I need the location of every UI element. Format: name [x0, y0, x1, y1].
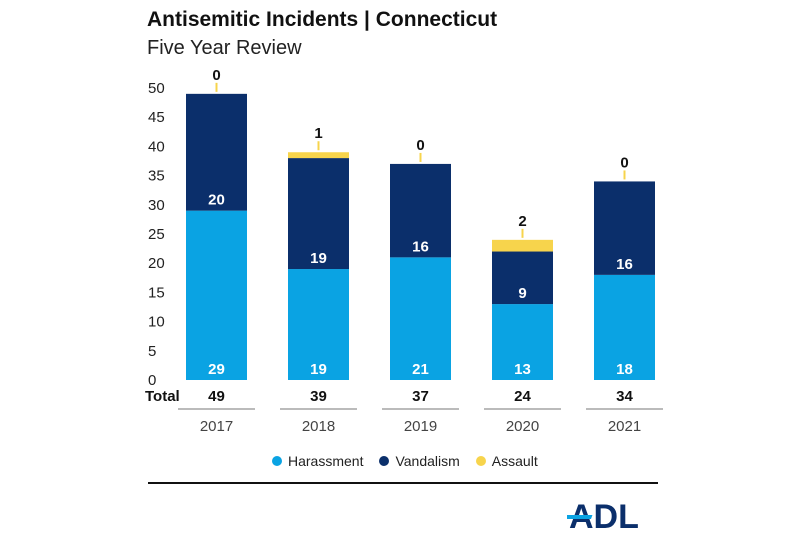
bar-harassment	[492, 304, 553, 380]
bar-harassment	[186, 210, 247, 380]
data-label-harassment: 18	[616, 361, 633, 378]
y-tick-label: 25	[148, 226, 165, 243]
legend-label-assault: Assault	[491, 453, 538, 469]
data-label-harassment: 29	[208, 361, 225, 378]
x-tick-label: 2020	[506, 418, 539, 435]
y-tick-label: 15	[148, 284, 165, 301]
bar-vandalism	[594, 181, 655, 275]
data-label-vandalism: 19	[310, 250, 327, 267]
bar-vandalism	[492, 251, 553, 305]
chart-title: Antisemitic Incidents | Connecticut	[147, 8, 498, 31]
legend-item-harassment: Harassment	[272, 453, 363, 469]
data-label-vandalism: 20	[208, 192, 225, 209]
y-tick-label: 5	[148, 343, 156, 360]
bar-harassment	[594, 274, 655, 380]
total-value: 34	[616, 388, 633, 405]
total-row-label: Total	[145, 388, 180, 405]
legend-label-vandalism: Vandalism	[395, 453, 460, 469]
legend-item-assault: Assault	[475, 453, 538, 469]
bar-harassment	[390, 257, 451, 380]
y-tick-label: 20	[148, 255, 165, 272]
divider-rule	[148, 482, 658, 484]
chart-subtitle: Five Year Review	[147, 37, 302, 59]
bar-assault	[288, 152, 349, 159]
bar-harassment	[288, 269, 349, 380]
data-label-vandalism: 16	[616, 256, 633, 273]
adl-logo-accent	[567, 515, 593, 519]
total-value: 37	[412, 388, 429, 405]
x-tick-label: 2018	[302, 418, 335, 435]
legend: Harassment Vandalism Assault	[272, 453, 538, 469]
x-tick-label: 2017	[200, 418, 233, 435]
y-tick-label: 45	[148, 109, 165, 126]
data-label-assault: 0	[212, 67, 220, 84]
y-tick-label: 0	[148, 372, 156, 389]
data-label-harassment: 21	[412, 361, 429, 378]
total-value: 24	[514, 388, 531, 405]
bar-vandalism	[186, 93, 247, 211]
data-label-assault: 1	[314, 125, 322, 142]
x-tick-label: 2021	[608, 418, 641, 435]
total-value: 49	[208, 388, 225, 405]
data-label-vandalism: 9	[518, 285, 526, 302]
legend-item-vandalism: Vandalism	[379, 453, 460, 469]
data-label-assault: 0	[416, 137, 424, 154]
adl-logo: ADL	[567, 498, 639, 533]
legend-label-harassment: Harassment	[288, 453, 364, 469]
data-label-harassment: 19	[310, 361, 327, 378]
data-label-vandalism: 16	[412, 238, 429, 255]
bar-assault	[492, 239, 553, 252]
y-tick-label: 35	[148, 168, 165, 185]
bar-vandalism	[390, 163, 451, 258]
data-label-assault: 0	[620, 154, 628, 171]
legend-swatch-vandalism	[379, 456, 390, 466]
x-tick-label: 2019	[404, 418, 437, 435]
y-tick-label: 40	[148, 138, 165, 155]
data-label-harassment: 13	[514, 361, 531, 378]
y-tick-label: 10	[148, 314, 165, 331]
y-tick-label: 30	[148, 197, 165, 214]
legend-swatch-assault	[475, 456, 486, 466]
total-value: 39	[310, 388, 327, 405]
bar-vandalism	[288, 158, 349, 270]
data-label-assault: 2	[518, 213, 526, 230]
y-tick-label: 50	[148, 80, 165, 97]
legend-swatch-harassment	[272, 456, 282, 466]
